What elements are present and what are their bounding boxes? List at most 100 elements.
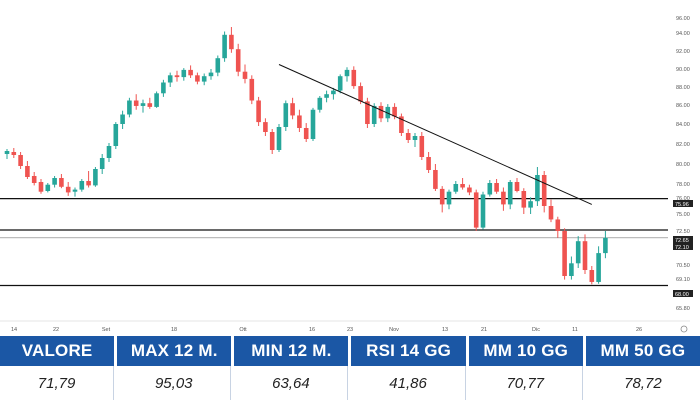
candle-body [385,106,391,119]
level-label: 68.00 [675,292,689,298]
candle-body [25,166,30,177]
candle-body [514,182,520,191]
candle-body [528,201,533,208]
x-tick-label: Ott [239,327,247,333]
level-label-box [673,200,693,207]
x-tick-label: 26 [636,327,642,333]
candle-body [249,78,255,101]
value-max-12m: 95,03 [117,366,232,400]
y-tick-label: 96.00 [676,16,690,22]
candle-body [371,105,377,124]
candle-body [106,146,112,158]
candle-body [215,58,221,73]
candle-body [351,69,357,87]
level-label-box [673,290,693,297]
candle-body [487,183,493,195]
y-tick-label: 78.00 [676,182,690,188]
candle-body [283,103,289,127]
candle-body [324,94,329,98]
x-tick-label: 13 [442,327,448,333]
candle-body [269,132,275,150]
y-tick-label: 75.00 [676,212,690,218]
candle-body [140,103,146,106]
price-chart-panel[interactable]: 96.00 94.00 92.00 90.00 88.00 86.00 84.00 82.00… [0,0,700,336]
candle-body [562,231,567,276]
candle-body [331,90,336,95]
y-tick-label: 92.00 [676,49,690,55]
candle-body [467,187,472,193]
header-mm-10gg: MM 10 GG [468,336,583,366]
candle-body [4,151,10,154]
y-tick-label: 76.00 [676,196,690,202]
level-label-box [673,243,693,250]
candle-body [86,181,91,186]
candle-body [147,103,153,107]
x-tick-label: 23 [347,327,353,333]
candle-body [596,253,601,282]
header-valore: VALORE [0,336,115,366]
candle-body [195,75,200,82]
y-tick-label: 86.00 [676,103,690,109]
value-mm-50gg: 78,72 [585,366,700,400]
candle-body [297,115,302,128]
candle-body [582,241,588,270]
candle-body [310,109,316,139]
candle-body [167,75,173,83]
candle-body [548,206,554,220]
candle-body [133,100,139,106]
y-tick-label: 65.80 [676,306,690,312]
candle-body [507,182,513,205]
x-tick-label: 14 [11,327,17,333]
candle-body [412,136,418,140]
candle-body [439,188,445,205]
candle-body [59,178,64,187]
y-tick-label: 94.00 [676,31,690,37]
gear-icon[interactable] [680,325,688,333]
candle-body [235,49,241,72]
level-label-box [673,236,693,243]
candle-body [392,106,397,117]
candle-body [161,82,166,94]
candle-body [569,263,574,276]
level-label: 72.65 [675,238,689,244]
candle-body [426,157,431,170]
candle-body [31,176,37,183]
y-tick-label: 69.10 [676,277,690,283]
header-mm-50gg: MM 50 GG [585,336,700,366]
candle-body [276,127,282,150]
candle-body [378,105,384,119]
candle-body [521,191,527,208]
candle-body [120,114,125,124]
candle-body [399,116,404,133]
candle-body [405,133,411,140]
candle-body [256,100,261,123]
candle-body [113,124,119,146]
y-tick-label: 70.50 [676,263,690,269]
candle-body [453,184,459,192]
candle-body [263,122,268,132]
y-tick-label: 88.00 [676,85,690,91]
stats-table: VALORE MAX 12 M. MIN 12 M. RSI 14 GG MM … [0,336,700,400]
candle-body [242,71,248,79]
candle-body [575,241,581,264]
candle-body [317,97,323,110]
price-chart[interactable]: 96.00 94.00 92.00 90.00 88.00 86.00 84.00 82.00… [0,0,700,336]
candle-body [18,155,23,166]
value-min-12m: 63,64 [234,366,349,400]
candle-body [72,189,78,192]
y-tick-label: 82.00 [676,142,690,148]
candle-body [494,183,499,192]
candle-body [65,186,71,193]
candle-body [290,103,295,116]
x-tick-label: 22 [53,327,59,333]
candle-body [93,169,98,186]
candle-body [188,69,193,76]
candle-body [303,128,309,139]
candle-body [365,101,370,124]
header-max-12m: MAX 12 M. [117,336,232,366]
x-tick-label: Set [102,327,111,333]
y-tick-label: 80.00 [676,162,690,168]
candle-body [419,136,425,157]
level-label: 75.96 [675,202,689,208]
header-min-12m: MIN 12 M. [234,336,349,366]
